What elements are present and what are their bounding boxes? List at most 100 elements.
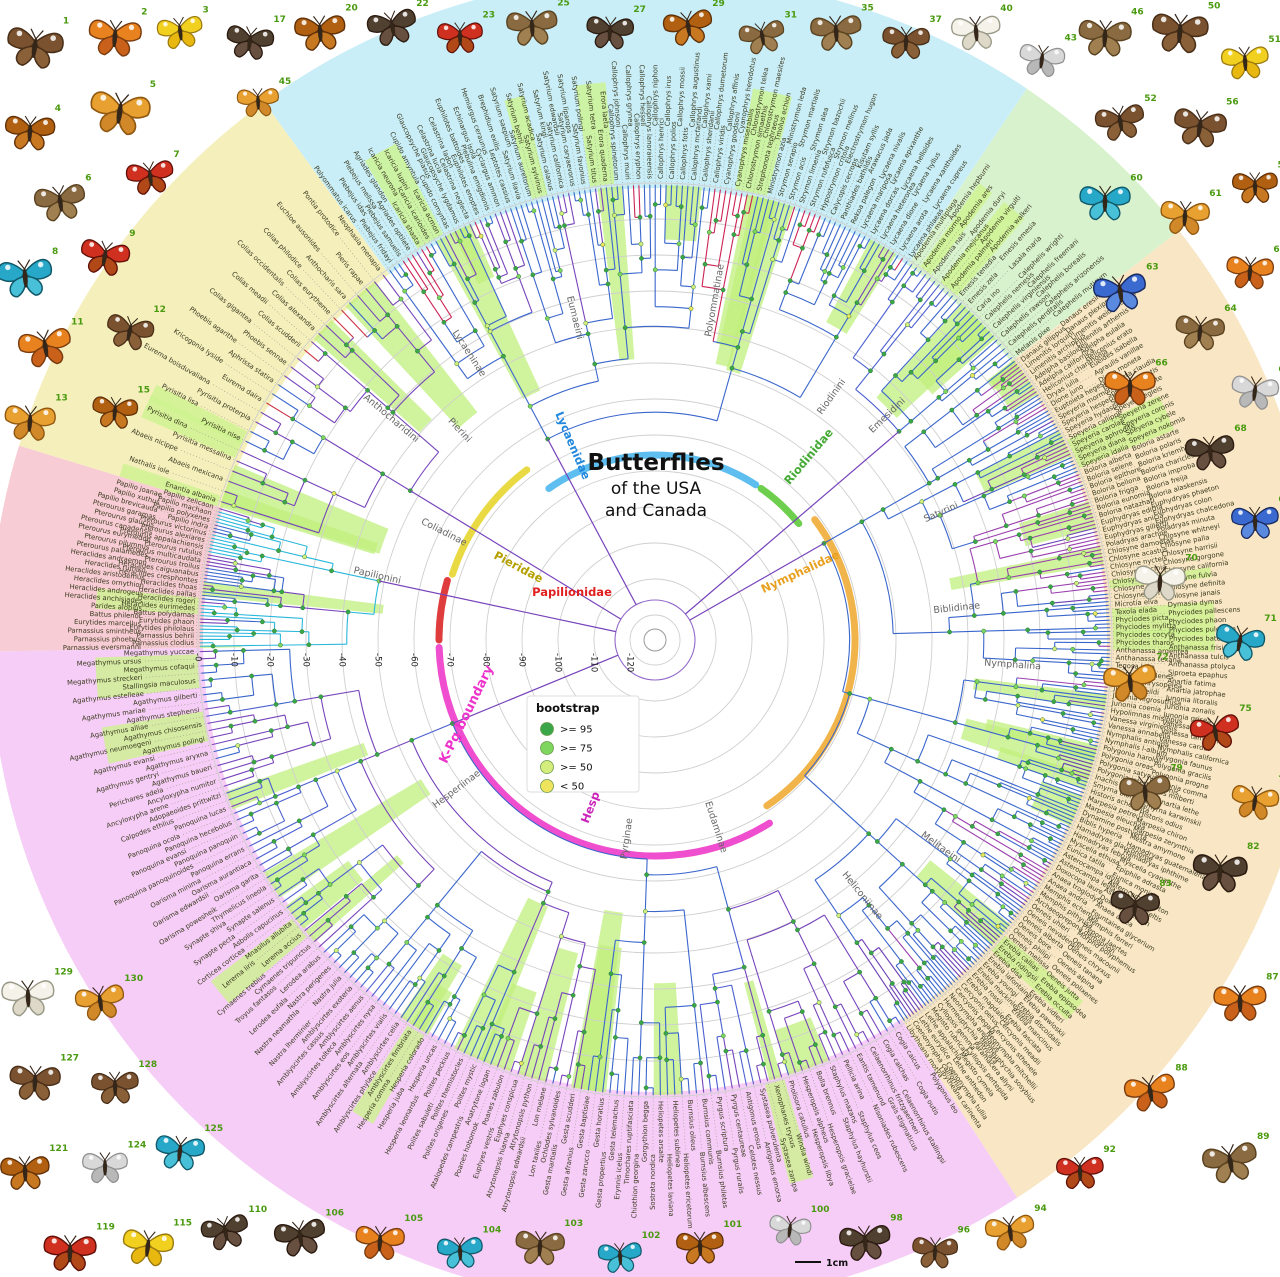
butterfly-number: 129 — [54, 968, 73, 978]
axis-tick--80: -80 — [481, 653, 491, 667]
butterfly-number: 101 — [723, 1220, 742, 1230]
butterfly-photo — [1134, 565, 1186, 601]
species-label: Dymasia dymas — [1168, 597, 1223, 609]
gridline--40 — [341, 326, 969, 954]
butterfly-number: 68 — [1234, 424, 1247, 434]
leaf-leaders — [143, 127, 1167, 1152]
species-label: Phyciodes pulchella — [1169, 625, 1236, 634]
species-label: Parnassius smintheus — [68, 627, 142, 636]
species-label: Parnassius phoebus — [74, 635, 142, 643]
butterfly-photo — [515, 1230, 565, 1266]
butterfly-number: 87 — [1266, 973, 1279, 983]
butterfly-photo — [586, 16, 634, 50]
butterfly-number: 50 — [1208, 1, 1221, 11]
butterfly-number: 57 — [1278, 161, 1280, 171]
butterfly-number: 61 — [1209, 189, 1222, 199]
species-label: Phyciodes tharos — [1116, 639, 1174, 647]
sector-lycaenidae — [264, 0, 1027, 275]
butterfly-photo — [437, 22, 483, 54]
legend-swatch — [540, 779, 554, 793]
butterfly-number: 1 — [63, 16, 69, 26]
butterfly-number: 96 — [958, 1226, 971, 1236]
butterfly-photo — [1221, 46, 1269, 80]
butterfly-number: 88 — [1175, 1063, 1188, 1073]
species-label: Chiothion georgina — [630, 1154, 640, 1219]
tribe-label-heliconiinae: Heliconiinae — [840, 870, 885, 922]
butterfly-photo — [1232, 172, 1278, 204]
highlight-patch — [454, 897, 548, 1063]
species-label: Callophrys muiri — [620, 124, 631, 180]
butterfly-number: 60 — [1130, 173, 1143, 183]
family-arcs — [435, 451, 859, 860]
butterfly-number: 75 — [1239, 704, 1252, 714]
highlight-patch-outer — [1067, 395, 1175, 469]
scale-bar-label: 1cm — [826, 1258, 848, 1269]
center-title: Butterflies of the USA and Canada — [587, 450, 724, 521]
butterfly-photo — [1216, 623, 1266, 661]
species-label: Anthanassa argentea — [1116, 646, 1189, 656]
butterfly-number: 45 — [279, 77, 292, 87]
butterfly-number: 72 — [1156, 653, 1169, 663]
butterfly-photo — [1, 979, 55, 1017]
species-label: Eurytides philolaus — [129, 624, 194, 634]
butterfly-photo — [74, 984, 125, 1021]
species-label: Heliopetes laviana — [665, 1154, 675, 1217]
butterfly-photo — [1175, 315, 1225, 351]
butterfly-photo — [90, 91, 151, 136]
butterfly-number: 31 — [785, 11, 798, 21]
butterfly-number: 62 — [1273, 245, 1280, 255]
butterfly-number: 94 — [1034, 1204, 1047, 1214]
butterfly-number: 35 — [861, 3, 874, 13]
highlight-patch — [345, 281, 478, 429]
root-circle — [643, 628, 667, 652]
butterfly-number: 3 — [203, 6, 209, 16]
butterfly-photo — [951, 15, 1001, 51]
butterfly-number: 65 — [1278, 365, 1280, 375]
highlight-patch-outer — [95, 654, 200, 699]
butterfly-number: 83 — [1159, 879, 1172, 889]
butterfly-number: 8 — [52, 247, 58, 257]
species-label: Gorgythion begga — [641, 1101, 650, 1162]
species-label: Callophrys grynea — [624, 65, 635, 127]
species-label: Callophrys eryphon — [632, 113, 642, 179]
butterfly-number: 2 — [141, 8, 147, 18]
butterfly-photo — [43, 1235, 97, 1272]
axis-tick--100: -100 — [553, 653, 563, 672]
butterfly-number: 98 — [890, 1213, 903, 1223]
family-arc-papilionidae — [435, 576, 451, 644]
species-label: Callophrys polios — [668, 121, 678, 180]
butterfly-number: 130 — [124, 974, 143, 984]
highlight-patch — [975, 430, 1072, 495]
butterfly-photo — [1189, 714, 1240, 751]
butterfly-photo — [92, 396, 139, 429]
species-label: Burnsius oileus — [686, 1099, 698, 1151]
butterfly-photo — [82, 1152, 128, 1184]
species-label: Texola elada — [1114, 606, 1157, 617]
butterfly-photo — [1093, 273, 1146, 313]
butterfly-number: 79 — [1170, 763, 1183, 773]
species-label: Parnassius eversmanni — [63, 643, 141, 652]
species-label: Callophrys mossii — [676, 67, 687, 127]
butterfly-number: 63 — [1146, 263, 1159, 273]
highlight-patch-outer — [364, 143, 444, 249]
butterfly-number: 64 — [1224, 304, 1237, 314]
highlight-patch — [225, 742, 369, 810]
butterfly-photo — [1056, 1156, 1104, 1190]
highlight-patch-outer — [101, 711, 209, 764]
butterfly-photo — [738, 20, 785, 55]
butterfly-number: 7 — [173, 150, 179, 160]
butterfly-photo — [125, 160, 174, 195]
butterfly-photo — [273, 1218, 325, 1257]
butterfly-number: 40 — [1000, 4, 1013, 14]
highlight-patch — [826, 239, 897, 334]
butterfly-photo — [912, 1237, 958, 1269]
butterfly-number: 13 — [55, 393, 68, 403]
gridline--90 — [521, 506, 789, 774]
species-label: Phyciodes mylitta — [1116, 622, 1177, 632]
gridline--50 — [377, 362, 933, 918]
highlight-patch-outer — [210, 918, 307, 1004]
species-label: Callophrys irus — [664, 75, 673, 126]
butterfly-photo — [882, 26, 930, 60]
butterfly-photo — [200, 1214, 248, 1251]
